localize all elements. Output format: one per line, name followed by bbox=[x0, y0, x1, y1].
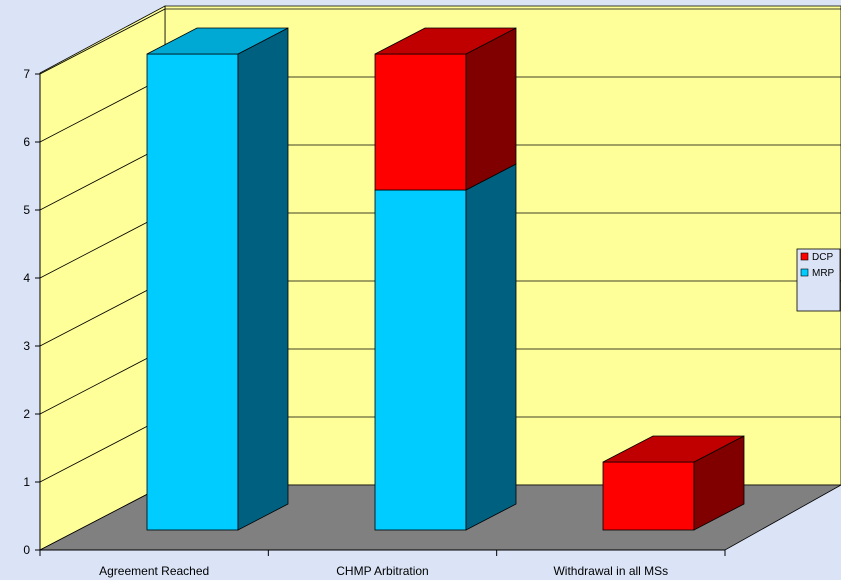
gridline-side-3 bbox=[39, 280, 166, 347]
y-tick-label-2: 2 bbox=[23, 407, 30, 421]
bar-2-dcp bbox=[374, 27, 517, 191]
y-tick-label-4: 4 bbox=[23, 271, 30, 285]
bar-side-2-dcp bbox=[465, 27, 517, 191]
y-tick-label-0: 0 bbox=[23, 543, 30, 557]
gridline-side-6 bbox=[39, 76, 166, 143]
gridline-side-4 bbox=[39, 212, 166, 279]
bar-top-3-dcp bbox=[602, 435, 745, 463]
gridline-side-1 bbox=[39, 416, 166, 483]
y-tick-label-7: 7 bbox=[23, 67, 30, 81]
y-axis-ticks: 0 1 2 3 4 5 6 7 bbox=[23, 67, 40, 557]
bar-3-dcp bbox=[602, 435, 745, 531]
x-tick-label-3: Withdrawal in all MSs bbox=[553, 564, 668, 578]
gridline-side-2 bbox=[39, 348, 166, 415]
y-tick-label-3: 3 bbox=[23, 339, 30, 353]
bar-side-2-mrp bbox=[465, 163, 517, 531]
gridline-side-7 bbox=[39, 8, 166, 75]
bar-top-1-mrp bbox=[146, 27, 289, 55]
x-axis-ticks: Agreement Reached CHMP Arbitration Withdra… bbox=[39, 550, 726, 578]
bars-group bbox=[146, 27, 745, 531]
legend-label-mrp: MRP bbox=[812, 268, 835, 279]
x-tick-label-1: Agreement Reached bbox=[99, 564, 209, 578]
legend-label-dcp: DCP bbox=[812, 252, 833, 263]
gridline-side-5 bbox=[39, 144, 166, 211]
x-tick-label-2: CHMP Arbitration bbox=[336, 564, 428, 578]
legend: DCP MRP bbox=[796, 248, 841, 312]
bar-front-2-dcp bbox=[374, 53, 467, 191]
legend-swatch-dcp bbox=[800, 252, 809, 261]
bar-front-2-mrp bbox=[374, 189, 467, 531]
bar-2-mrp bbox=[374, 163, 517, 531]
side-wall bbox=[39, 5, 166, 551]
bar-side-1-mrp bbox=[237, 27, 289, 531]
bar-front-1-mrp bbox=[146, 53, 239, 531]
y-tick-label-6: 6 bbox=[23, 135, 30, 149]
legend-swatch-mrp bbox=[800, 268, 809, 277]
bar-front-3-dcp bbox=[602, 461, 695, 531]
bar-top-2-dcp bbox=[374, 27, 517, 55]
y-tick-label-1: 1 bbox=[23, 475, 30, 489]
y-tick-label-5: 5 bbox=[23, 203, 30, 217]
bar-1-mrp bbox=[146, 27, 289, 531]
